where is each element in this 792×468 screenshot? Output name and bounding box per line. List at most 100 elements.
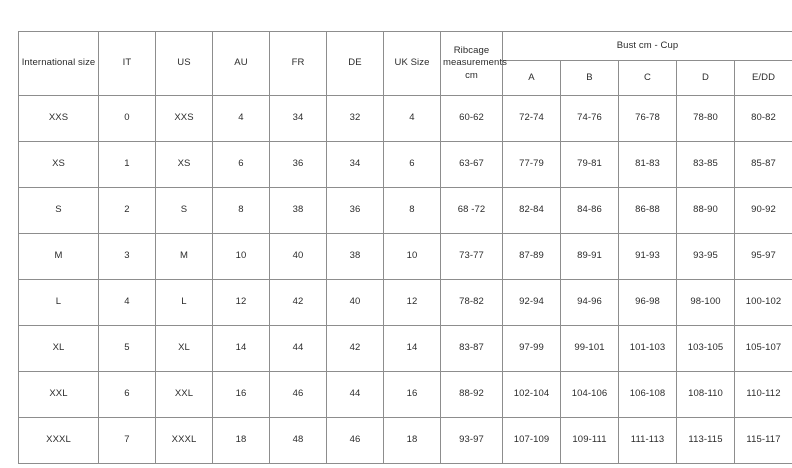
cell-ribcage: 93-97 <box>440 417 503 464</box>
header-row-cups: A B C D E/DD <box>19 60 792 96</box>
cell-cup-a: 102-104 <box>502 371 561 418</box>
cell-ribcage: 68 -72 <box>440 187 503 234</box>
cell-de: 44 <box>326 371 384 418</box>
cell-it: 2 <box>98 187 156 234</box>
cell-fr: 44 <box>269 325 327 372</box>
size-chart-container: International size IT US AU FR DE UK Siz… <box>18 31 792 464</box>
cell-cup-c: 106-108 <box>618 371 677 418</box>
column-header-cup-edd: E/DD <box>734 60 792 96</box>
cell-ribcage: 63-67 <box>440 141 503 188</box>
cell-de: 46 <box>326 417 384 464</box>
cell-cup-b: 99-101 <box>560 325 619 372</box>
cell-cup-edd: 110-112 <box>734 371 792 418</box>
column-header-cup-a: A <box>502 60 561 96</box>
cell-us: XS <box>155 141 213 188</box>
table-header: International size IT US AU FR DE UK Siz… <box>18 31 792 96</box>
cell-de: 34 <box>326 141 384 188</box>
column-header-uk-size: UK Size <box>383 31 441 96</box>
cell-uk-size: 4 <box>383 95 441 142</box>
cell-international-size: XXXL <box>18 417 99 464</box>
cell-de: 38 <box>326 233 384 280</box>
cell-cup-d: 98-100 <box>676 279 735 326</box>
cell-it: 6 <box>98 371 156 418</box>
cell-uk-size: 8 <box>383 187 441 234</box>
cell-au: 6 <box>212 141 270 188</box>
column-header-ribcage-measurements: Ribcage measurements cm <box>440 31 507 96</box>
cell-fr: 46 <box>269 371 327 418</box>
cell-de: 40 <box>326 279 384 326</box>
cell-cup-edd: 100-102 <box>734 279 792 326</box>
cell-international-size: L <box>18 279 99 326</box>
cell-cup-d: 113-115 <box>676 417 735 464</box>
cell-cup-edd: 115-117 <box>734 417 792 464</box>
cell-it: 1 <box>98 141 156 188</box>
cell-cup-c: 81-83 <box>618 141 677 188</box>
cell-fr: 38 <box>269 187 327 234</box>
cell-au: 18 <box>212 417 270 464</box>
table-row: XL 5 XL 14 44 42 14 83-87 97-99 99-101 101-103 103-… <box>18 325 792 372</box>
cell-cup-c: 86-88 <box>618 187 677 234</box>
table-row: XXS 0 XXS 4 34 32 4 60-62 72-74 74-76 76-78 78-80 80… <box>18 95 792 142</box>
cell-us: XXS <box>155 95 213 142</box>
cell-cup-b: 94-96 <box>560 279 619 326</box>
cell-cup-c: 91-93 <box>618 233 677 280</box>
cell-fr: 42 <box>269 279 327 326</box>
cell-uk-size: 12 <box>383 279 441 326</box>
cell-au: 12 <box>212 279 270 326</box>
table-row: XS 1 XS 6 36 34 6 63-67 77-79 79-81 81-83 83-85 85-8… <box>18 141 792 188</box>
cell-fr: 48 <box>269 417 327 464</box>
column-header-cup-b: B <box>560 60 619 96</box>
cell-cup-a: 82-84 <box>502 187 561 234</box>
cell-ribcage: 60-62 <box>440 95 503 142</box>
column-header-us: US <box>155 31 213 96</box>
cell-cup-d: 88-90 <box>676 187 735 234</box>
cell-us: L <box>155 279 213 326</box>
cell-cup-edd: 90-92 <box>734 187 792 234</box>
cell-cup-edd: 95-97 <box>734 233 792 280</box>
cell-us: XL <box>155 325 213 372</box>
cell-au: 14 <box>212 325 270 372</box>
cell-uk-size: 18 <box>383 417 441 464</box>
column-header-it: IT <box>98 31 156 96</box>
column-header-international-size: International size <box>18 31 99 96</box>
cell-it: 3 <box>98 233 156 280</box>
cell-ribcage: 73-77 <box>440 233 503 280</box>
cell-cup-c: 76-78 <box>618 95 677 142</box>
column-header-cup-d: D <box>676 60 735 96</box>
cell-it: 4 <box>98 279 156 326</box>
cell-cup-d: 78-80 <box>676 95 735 142</box>
cell-uk-size: 16 <box>383 371 441 418</box>
cell-cup-a: 92-94 <box>502 279 561 326</box>
cell-cup-a: 77-79 <box>502 141 561 188</box>
cell-de: 36 <box>326 187 384 234</box>
cell-cup-c: 96-98 <box>618 279 677 326</box>
column-header-de: DE <box>326 31 384 96</box>
cell-cup-b: 84-86 <box>560 187 619 234</box>
cell-cup-d: 103-105 <box>676 325 735 372</box>
cell-international-size: M <box>18 233 99 280</box>
cell-au: 8 <box>212 187 270 234</box>
cell-cup-a: 97-99 <box>502 325 561 372</box>
cell-it: 5 <box>98 325 156 372</box>
cell-us: M <box>155 233 213 280</box>
cell-au: 16 <box>212 371 270 418</box>
cell-ribcage: 88-92 <box>440 371 503 418</box>
cell-cup-d: 108-110 <box>676 371 735 418</box>
cell-uk-size: 14 <box>383 325 441 372</box>
size-conversion-table: International size IT US AU FR DE UK Siz… <box>18 31 792 464</box>
column-header-fr: FR <box>269 31 327 96</box>
cell-cup-b: 79-81 <box>560 141 619 188</box>
table-row: L 4 L 12 42 40 12 78-82 92-94 94-96 96-98 98-100 100… <box>18 279 792 326</box>
cell-uk-size: 6 <box>383 141 441 188</box>
cell-uk-size: 10 <box>383 233 441 280</box>
cell-cup-c: 101-103 <box>618 325 677 372</box>
column-header-au: AU <box>212 31 270 96</box>
cell-au: 10 <box>212 233 270 280</box>
cell-cup-b: 109-111 <box>560 417 619 464</box>
cell-us: XXXL <box>155 417 213 464</box>
cell-cup-c: 111-113 <box>618 417 677 464</box>
cell-fr: 34 <box>269 95 327 142</box>
cell-us: XXL <box>155 371 213 418</box>
column-group-header-bust-cup: Bust cm - Cup <box>502 31 792 61</box>
cell-de: 42 <box>326 325 384 372</box>
